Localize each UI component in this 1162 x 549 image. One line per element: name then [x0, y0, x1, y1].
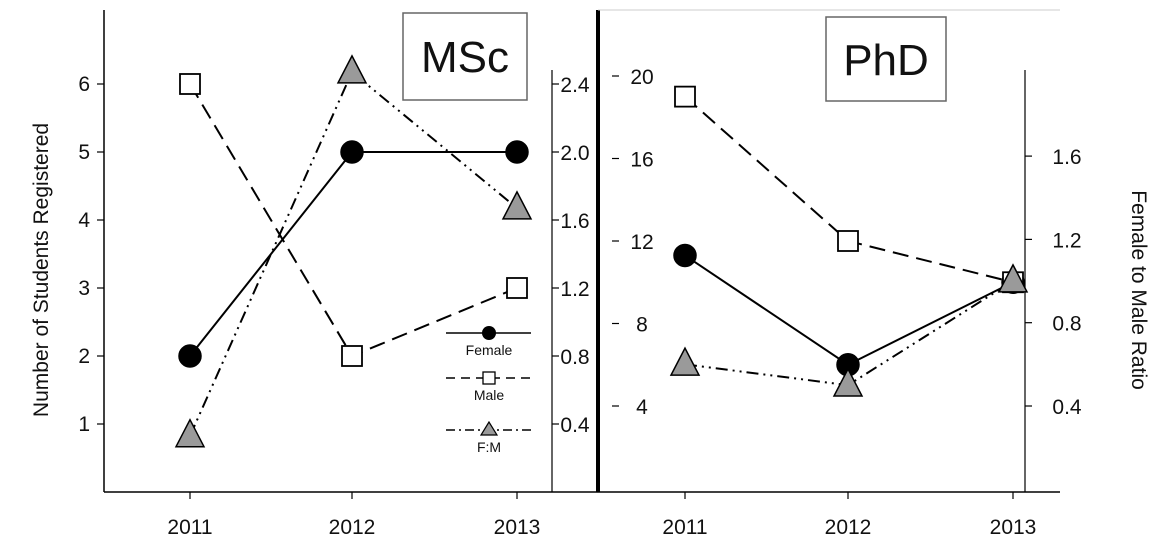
series-layer: [174, 54, 1029, 448]
left-y-axis-title: Number of Students Registered: [30, 123, 53, 417]
msc-female-series-line: [189, 151, 517, 357]
phd-left-tick-label: 8: [636, 314, 648, 337]
msc-left-tick-label: 4: [78, 209, 90, 232]
msc-male-point: [179, 73, 201, 95]
msc-left-tick-label: 3: [78, 277, 90, 300]
msc-left-tick-label: 5: [78, 141, 90, 164]
phd-female-series-line: [684, 254, 1014, 366]
legend-label: F:M: [477, 439, 501, 455]
legend-marker-fm: [479, 420, 499, 436]
msc-right-tick-label: 1.2: [560, 278, 589, 301]
phd-fm-point: [997, 263, 1029, 293]
phd-x-tick-label: 2011: [662, 516, 707, 539]
msc-right-tick-label: 2.4: [560, 74, 590, 97]
phd-left-tick-label: 12: [630, 231, 653, 254]
msc-left-tick-label: 1: [78, 413, 90, 436]
phd-left-tick-label: 4: [636, 396, 648, 419]
msc-female-point: [505, 140, 529, 164]
legend-label: Male: [474, 387, 505, 403]
axis-ticks: 2011 2012 20131234560.40.81.21.62.02.42011…: [78, 66, 1082, 539]
phd-x-tick-label: 2012: [825, 516, 872, 539]
msc-left-tick-label: 6: [78, 73, 90, 96]
phd-female-point: [673, 243, 697, 268]
msc-x-tick-label: 2012: [329, 516, 376, 539]
legend: Female Male F:M: [446, 326, 531, 455]
msc-x-tick-label: 2011: [167, 516, 212, 539]
phd-panel-title: PhD: [843, 36, 929, 85]
right-y-axis-title: Female to Male Ratio: [1127, 190, 1150, 390]
msc-male-series-line: [189, 83, 518, 358]
phd-left-tick-label: 16: [630, 149, 653, 172]
msc-fm-series-line: [189, 70, 518, 437]
phd-male-point: [837, 230, 859, 252]
phd-fm-point: [832, 367, 864, 397]
phd-left-tick-label: 20: [630, 66, 653, 89]
phd-x-tick-label: 2013: [990, 516, 1037, 539]
msc-female-point: [178, 344, 202, 368]
phd-male-series-line: [684, 95, 1014, 284]
msc-right-tick-label: 0.8: [560, 346, 589, 369]
msc-male-point: [341, 345, 363, 367]
phd-male-point: [674, 85, 696, 108]
phd-right-tick-label: 0.4: [1052, 396, 1082, 419]
msc-title-box: [402, 12, 528, 101]
phd-right-tick-label: 1.6: [1052, 146, 1081, 169]
msc-female-point: [340, 140, 364, 164]
msc-right-tick-label: 1.6: [560, 210, 589, 233]
msc-fm-point: [501, 190, 533, 220]
chart-frame: [103, 9, 1060, 493]
msc-panel-title: MSc: [421, 33, 509, 82]
phd-title-box: [825, 16, 947, 102]
msc-left-tick-label: 2: [78, 345, 90, 368]
msc-right-tick-label: 0.4: [560, 414, 590, 437]
msc-male-point: [506, 277, 528, 299]
phd-right-tick-label: 1.2: [1052, 229, 1081, 252]
msc-fm-point: [174, 418, 206, 448]
legend-label: Female: [466, 342, 513, 358]
legend-marker-female: [482, 326, 496, 340]
msc-right-tick-label: 2.0: [560, 142, 589, 165]
msc-x-tick-label: 2013: [494, 516, 541, 539]
msc-fm-point: [336, 54, 368, 84]
legend-marker-male: [482, 371, 496, 385]
phd-fm-point: [669, 346, 701, 376]
phd-right-tick-label: 0.8: [1052, 313, 1081, 336]
